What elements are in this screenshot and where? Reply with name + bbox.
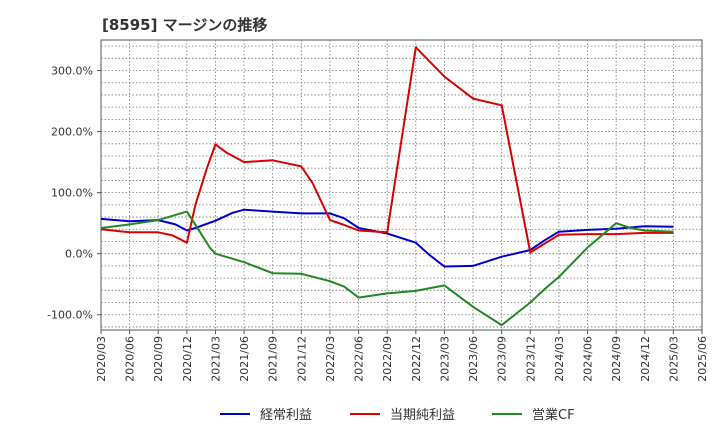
y-tick-label: 200.0%: [51, 126, 93, 139]
series-line-1: [100, 46, 674, 254]
x-tick-label: 2021/12: [295, 336, 308, 382]
y-tick-label: 0.0%: [65, 248, 93, 261]
x-tick-label: 2021/09: [267, 336, 280, 382]
y-tick-label: -100.0%: [47, 309, 93, 322]
x-tick-label: 2022/06: [353, 336, 366, 382]
legend-label-2: 営業CF: [532, 407, 575, 423]
x-tick-label: 2022/09: [381, 336, 394, 382]
x-tick-label: 2021/03: [209, 336, 222, 382]
x-tick-label: 2024/03: [553, 336, 566, 382]
x-tick-label: 2020/06: [124, 336, 137, 382]
x-tick-label: 2020/09: [152, 336, 165, 382]
axis-layer: -100.0% 0.0% 100.0% 200.0% 300.0% 2020/03 2020…: [47, 65, 709, 382]
x-tick-label: 2024/12: [639, 336, 652, 382]
series-line-2: [100, 210, 674, 327]
x-tick-label: 2025/06: [696, 336, 709, 382]
grid-layer: [100, 39, 703, 331]
x-tick-label: 2020/12: [181, 336, 194, 382]
x-tick-label: 2023/06: [467, 336, 480, 382]
x-tick-label: 2023/12: [524, 336, 537, 382]
y-tick-label: 100.0%: [51, 187, 93, 200]
x-tick-label: 2022/03: [324, 336, 337, 382]
x-tick-label: 2020/03: [95, 336, 108, 382]
plot-frame: [100, 39, 703, 331]
x-tick-label: 2024/06: [582, 336, 595, 382]
x-tick-label: 2024/09: [610, 336, 623, 382]
legend-label-0: 経常利益: [260, 408, 312, 423]
y-tick-label: 300.0%: [51, 65, 93, 78]
x-tick-label: 2022/12: [410, 336, 423, 382]
legend: 経常利益 当期純利益 営業CF: [220, 407, 575, 423]
chart-title: [8595] マージンの推移: [102, 16, 268, 34]
legend-label-1: 当期純利益: [390, 408, 455, 423]
x-tick-label: 2023/09: [496, 336, 509, 382]
x-tick-label: 2021/06: [238, 336, 251, 382]
x-tick-label: 2025/03: [667, 336, 680, 382]
x-tick-label: 2023/03: [438, 336, 451, 382]
series-layer: [100, 46, 674, 327]
